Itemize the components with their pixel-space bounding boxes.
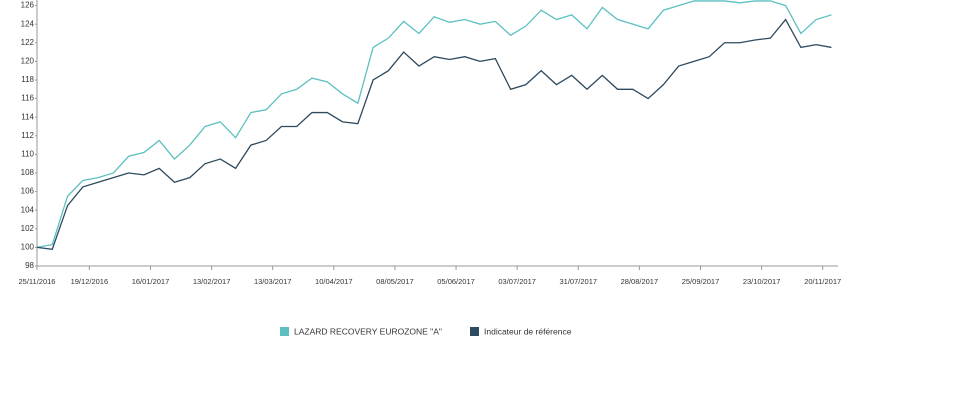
y-tick-label: 98 (25, 261, 34, 270)
y-tick-label: 116 (21, 94, 34, 103)
series-line (37, 18, 832, 250)
x-tick-label: 13/03/2017 (254, 277, 292, 286)
y-tick-label: 100 (21, 243, 35, 252)
x-tick-label: 28/08/2017 (621, 277, 659, 286)
series-line (37, 0, 832, 249)
axes: 98 100 102 104 106 108 110 112 114 116 118 120 122 12… (19, 0, 841, 286)
x-tick-label: 25/09/2017 (682, 277, 720, 286)
y-tick-label: 102 (21, 224, 35, 233)
y-tick-label: 108 (21, 168, 35, 177)
y-tick-label: 118 (21, 75, 34, 84)
x-tick-label: 10/04/2017 (315, 277, 353, 286)
y-tick-label: 126 (21, 1, 35, 10)
x-tick-label: 16/01/2017 (132, 277, 170, 286)
y-tick-label: 106 (21, 187, 35, 196)
y-tick-label: 114 (21, 112, 34, 121)
legend-label: Indicateur de référence (484, 326, 572, 336)
x-tick-label: 31/07/2017 (560, 277, 598, 286)
legend-swatch (470, 327, 479, 336)
x-tick-label: 05/06/2017 (437, 277, 475, 286)
legend-swatch (280, 327, 289, 336)
y-tick-label: 110 (21, 150, 34, 159)
x-tick-label: 25/11/2016 (19, 277, 56, 286)
legend: LAZARD RECOVERY EUROZONE "A" Indicateur d… (280, 326, 572, 336)
legend-label: LAZARD RECOVERY EUROZONE "A" (294, 326, 442, 336)
x-tick-label: 19/12/2016 (71, 277, 109, 286)
y-tick-label: 104 (21, 205, 35, 214)
y-tick-label: 124 (21, 19, 35, 28)
y-tick-label: 112 (21, 131, 34, 140)
x-tick-label: 23/10/2017 (743, 277, 781, 286)
x-tick-label: 13/02/2017 (193, 277, 231, 286)
x-tick-label: 03/07/2017 (498, 277, 536, 286)
x-tick-label: 08/05/2017 (376, 277, 414, 286)
plot-area (37, 0, 832, 250)
y-tick-label: 120 (21, 56, 35, 65)
x-tick-label: 20/11/2017 (804, 277, 841, 286)
y-tick-label: 122 (21, 38, 35, 47)
